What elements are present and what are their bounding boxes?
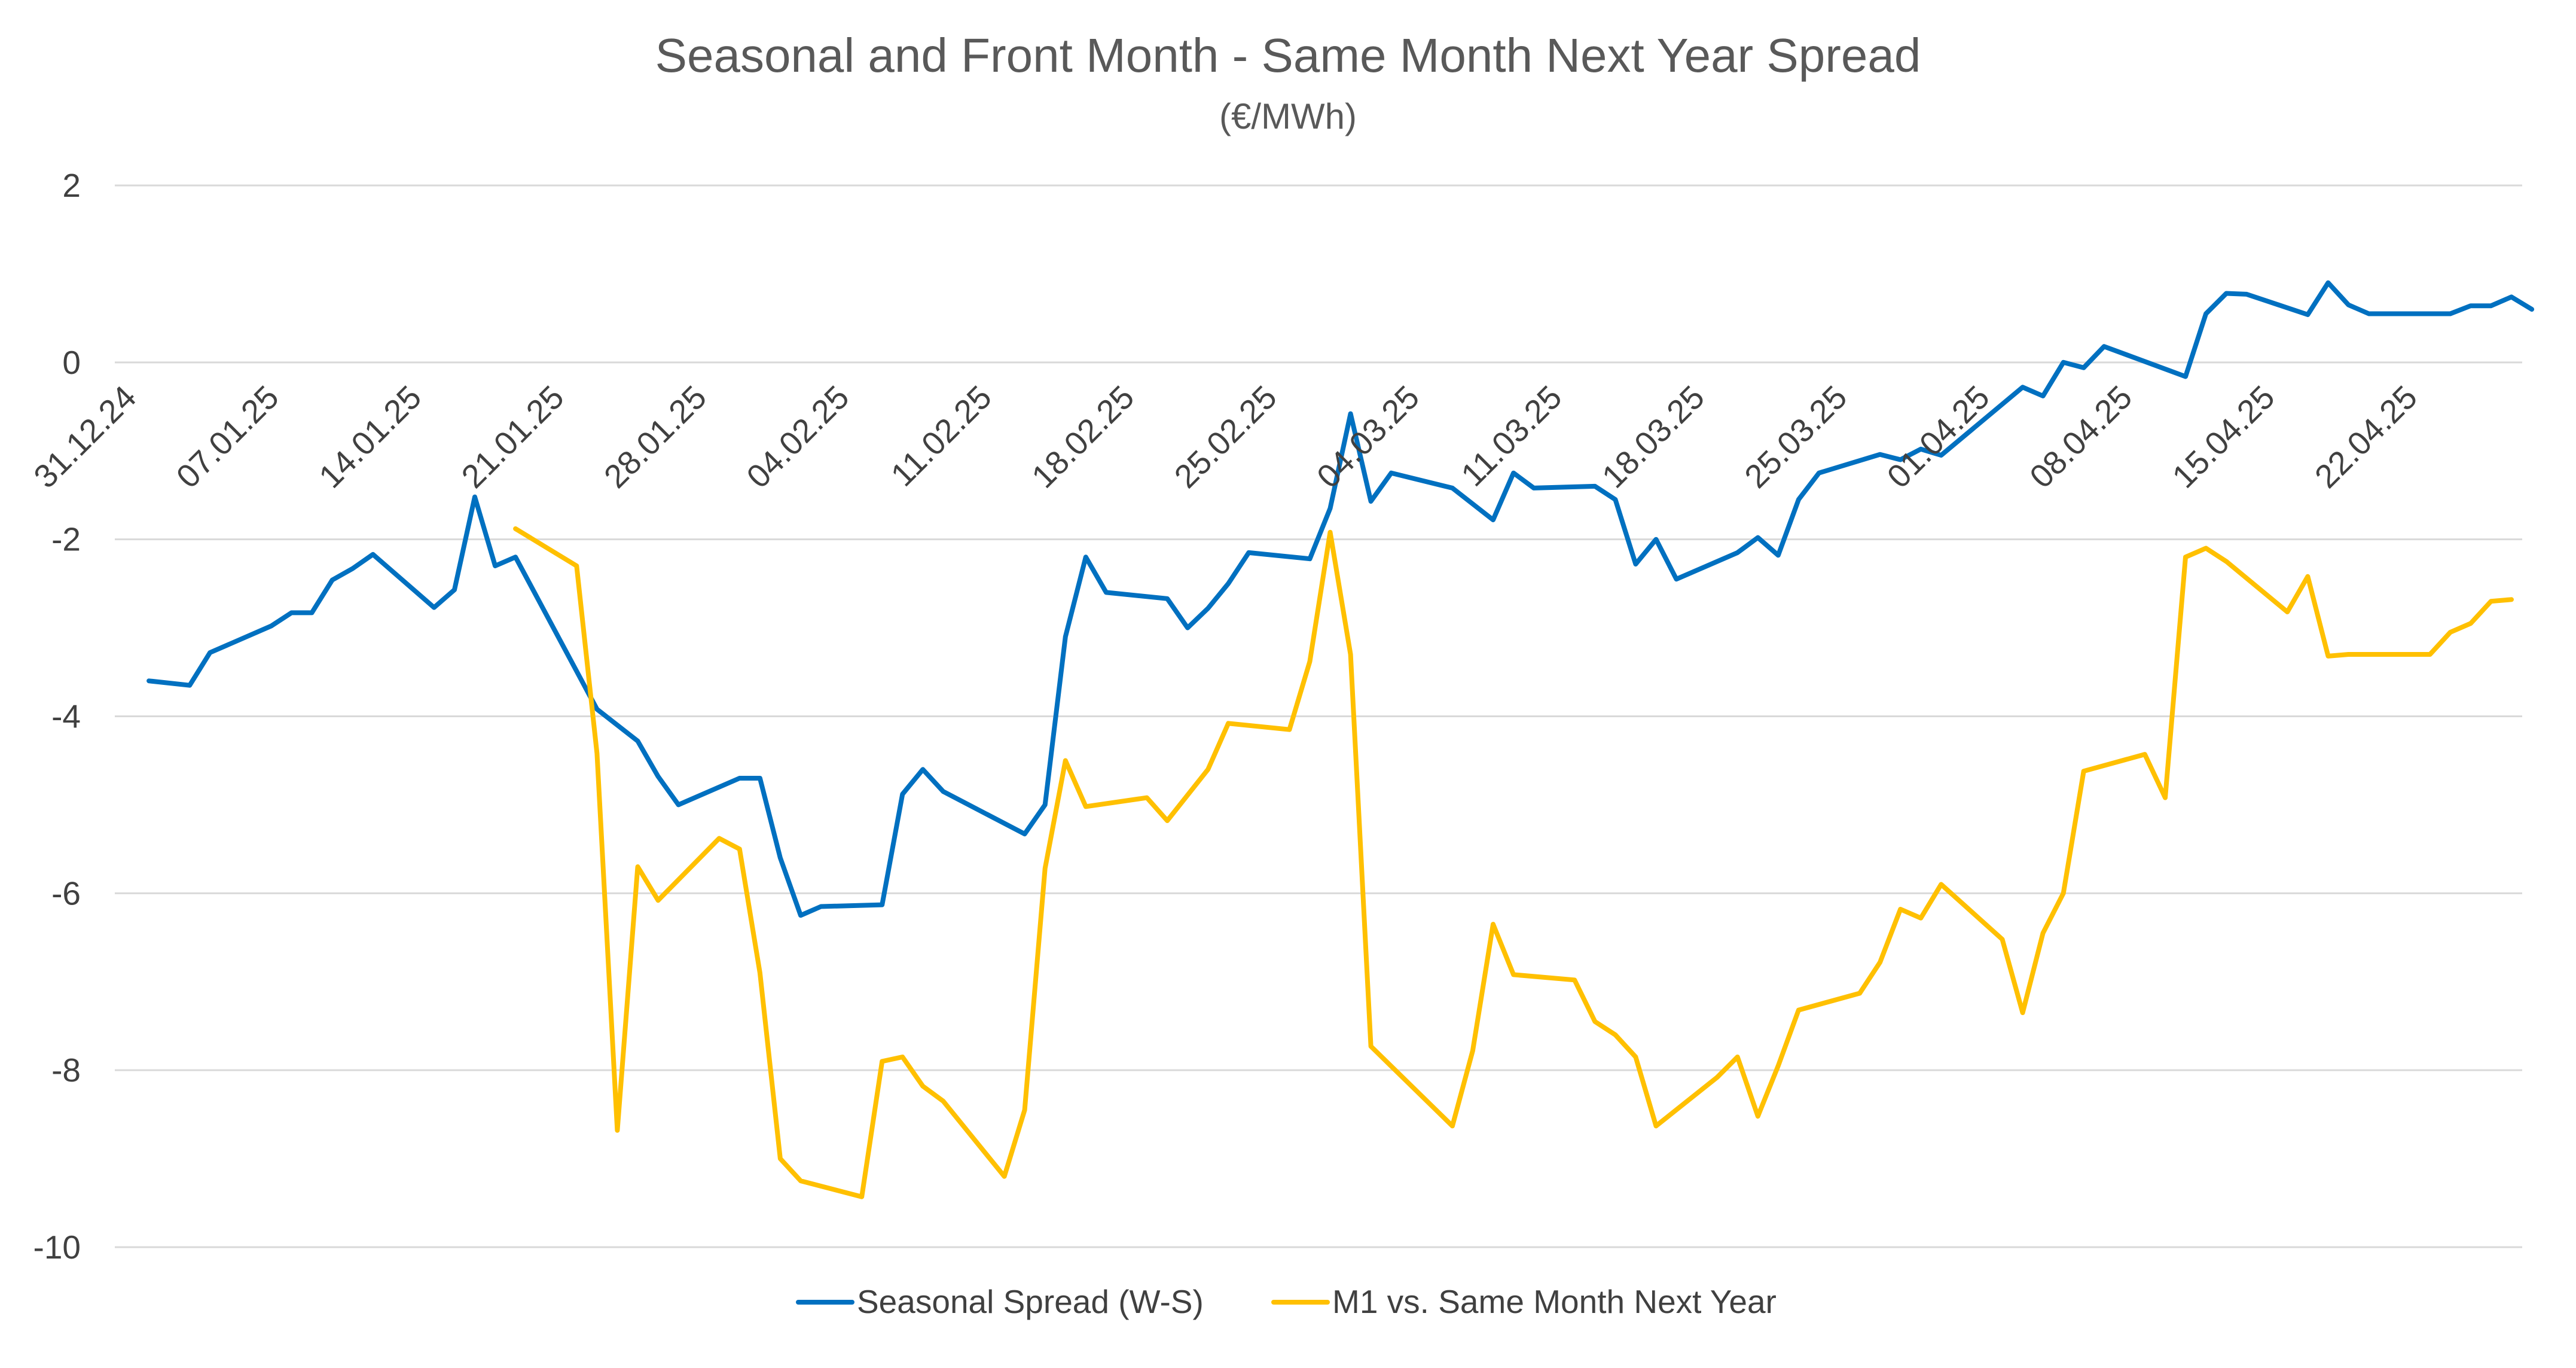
series-lines (146, 280, 2535, 1199)
y-tick-label: -2 (51, 521, 81, 558)
series-line-2 (513, 526, 2514, 1199)
y-axis: 2 0 -2 -4 -6 -8 -10 (33, 167, 81, 1266)
chart-title: Seasonal and Front Month - Same Month Ne… (655, 29, 1921, 82)
legend-label: M1 vs. Same Month Next Year (1332, 1283, 1777, 1320)
y-tick-label: 0 (62, 344, 81, 381)
legend: Seasonal Spread (W-S) M1 vs. Same Month N… (796, 1283, 1777, 1320)
y-tick-label: -6 (51, 875, 81, 912)
y-tick-label: 2 (62, 167, 81, 204)
chart-subtitle: (€/MWh) (1219, 96, 1357, 136)
series-line-1 (146, 280, 2535, 918)
y-tick-label: -4 (51, 698, 81, 735)
legend-label: Seasonal Spread (W-S) (857, 1283, 1204, 1320)
y-tick-label: -8 (51, 1052, 81, 1089)
y-tick-label: -10 (33, 1229, 81, 1266)
